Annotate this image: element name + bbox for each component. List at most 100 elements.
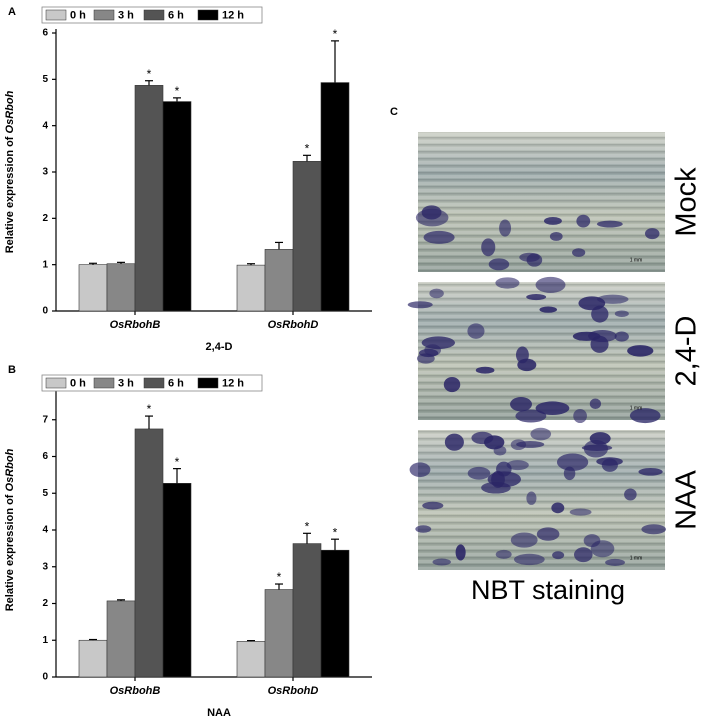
stain-spot xyxy=(526,293,547,301)
y-axis-label-part: OsRboh xyxy=(4,448,16,491)
stain-spot xyxy=(605,558,625,566)
y-axis-label: Relative expression of OsRboh xyxy=(4,448,16,611)
bar xyxy=(320,549,350,678)
stain-spot xyxy=(583,439,608,458)
y-axis-label-part: Relative expression of xyxy=(4,491,16,611)
stain-spot xyxy=(536,527,560,541)
stain-spot xyxy=(432,558,451,566)
error-bar xyxy=(89,638,97,641)
stain-spot xyxy=(596,294,629,304)
stain-spot xyxy=(614,310,629,317)
x-axis-label: NAA xyxy=(207,707,231,719)
error-bar xyxy=(331,538,339,551)
stain-spot xyxy=(499,219,512,237)
legend-label: 0 h xyxy=(70,377,86,389)
bar xyxy=(236,641,266,678)
legend-label: 6 h xyxy=(168,377,184,389)
scale-label: 1 mm xyxy=(630,555,643,561)
y-axis-label: Relative expression of OsRboh xyxy=(4,90,16,253)
stain-spot xyxy=(588,330,617,343)
stain-spot xyxy=(423,230,455,244)
significance-marker: * xyxy=(147,402,152,416)
significance-marker: * xyxy=(175,84,180,98)
legend-label: 3 h xyxy=(118,377,134,389)
error-bar xyxy=(117,261,125,264)
stain-spot xyxy=(519,252,540,262)
stain-spot xyxy=(552,551,565,560)
error-bar xyxy=(303,154,311,162)
stain-spot xyxy=(516,441,545,448)
significance-marker: * xyxy=(333,27,338,41)
scale-label: 1 mm xyxy=(630,405,643,411)
stain-spot xyxy=(551,502,565,514)
y-tick-label: 5 xyxy=(42,488,48,499)
y-tick-label: 1 xyxy=(42,635,48,646)
stain-spot xyxy=(589,398,602,409)
stain-spot xyxy=(574,547,593,563)
image-label: NAA xyxy=(671,470,703,530)
legend-swatch xyxy=(93,377,115,389)
stain-spot xyxy=(481,238,496,257)
error-bar xyxy=(173,468,181,484)
x-axis-label: 2,4-D xyxy=(206,341,233,353)
caption: NBT staining xyxy=(471,575,625,605)
error-bar xyxy=(275,241,283,250)
bar xyxy=(162,483,192,678)
legend-swatch xyxy=(143,377,165,389)
stain-images: 1 mm 1 mm 1 mm xyxy=(407,132,666,570)
stain-spot xyxy=(429,288,444,299)
stain-spot xyxy=(495,549,512,559)
stain-spot xyxy=(576,214,591,228)
stain-spot xyxy=(629,408,661,424)
stain-spot xyxy=(513,553,545,566)
leaf-texture xyxy=(418,430,665,570)
panel-label: B xyxy=(8,364,16,376)
stain-spot xyxy=(488,258,510,271)
bar xyxy=(292,543,322,678)
y-tick-label: 3 xyxy=(42,561,48,572)
legend-swatch xyxy=(197,377,219,389)
stain-spot xyxy=(563,466,576,481)
x-tick-label: OsRbohD xyxy=(268,685,319,697)
y-tick-label: 3 xyxy=(42,167,48,178)
y-tick-label: 7 xyxy=(42,414,48,425)
y-axis-label-part: Relative expression of xyxy=(4,133,16,253)
bar xyxy=(264,249,294,312)
legend-swatch xyxy=(197,9,219,21)
error-bar xyxy=(247,263,255,266)
image-label: 2,4-D xyxy=(671,316,703,387)
significance-marker: * xyxy=(175,455,180,469)
image-label: Mock xyxy=(671,167,703,237)
error-bar xyxy=(145,80,153,86)
y-axis-label-part: OsRboh xyxy=(4,90,16,133)
stain-spot xyxy=(543,217,562,225)
stain-spot xyxy=(422,501,444,510)
legend-swatch xyxy=(93,9,115,21)
bar xyxy=(78,264,108,312)
error-bar xyxy=(89,262,97,265)
significance-marker: * xyxy=(305,141,310,155)
x-tick-label: OsRbohB xyxy=(110,685,161,697)
x-tick-label: OsRbohB xyxy=(110,319,161,331)
stain-spot xyxy=(444,433,464,451)
error-bar xyxy=(247,640,255,642)
stain-spot xyxy=(515,346,529,364)
stain-spot xyxy=(443,376,461,393)
legend-label: 12 h xyxy=(222,9,244,21)
stain-spot xyxy=(596,220,623,228)
bar xyxy=(134,85,164,312)
legend-swatch xyxy=(45,377,67,389)
bar xyxy=(236,264,266,312)
legend-label: 12 h xyxy=(222,377,244,389)
error-bar xyxy=(331,40,339,83)
stain-spot xyxy=(573,408,587,424)
stain-spot xyxy=(515,409,547,423)
bar xyxy=(320,82,350,312)
panel-label: A xyxy=(8,6,16,18)
error-bar xyxy=(275,583,283,590)
stain-spot xyxy=(549,231,563,241)
stain-spot xyxy=(569,508,592,516)
y-tick-label: 5 xyxy=(42,74,48,85)
stain-spot xyxy=(421,336,456,350)
significance-marker: * xyxy=(277,570,282,584)
